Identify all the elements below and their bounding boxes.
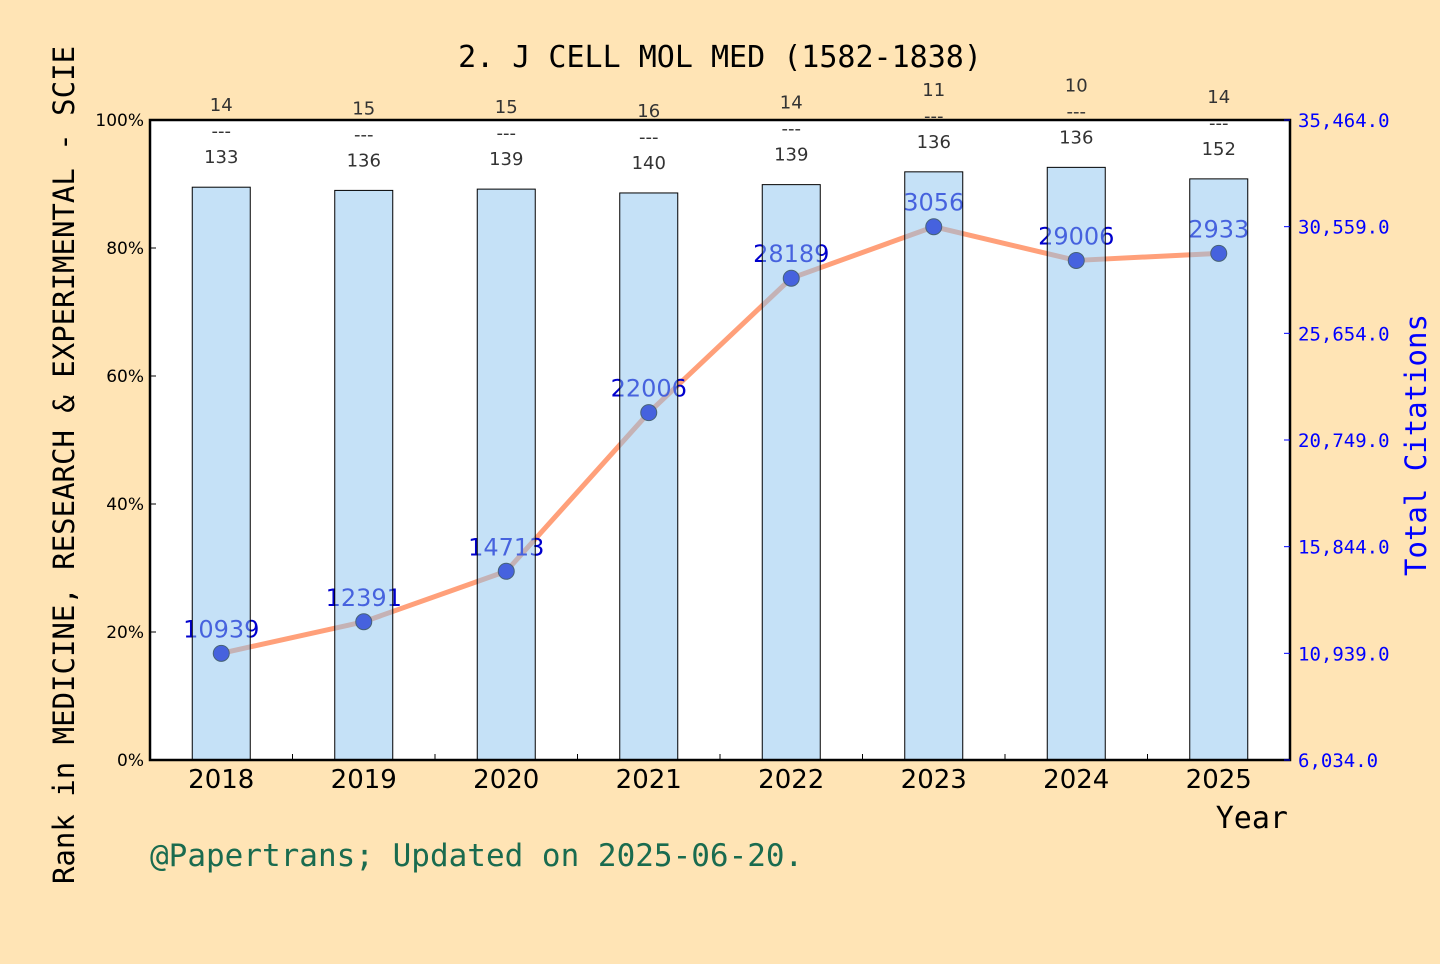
rank-numerator: 10 xyxy=(1065,75,1088,96)
plot-area xyxy=(150,120,1290,760)
left-tick-label: 0% xyxy=(117,751,144,771)
rank-denominator: 152 xyxy=(1202,139,1236,160)
right-axis-label: Total Citations xyxy=(1399,314,1433,576)
rank-fraction-bar: --- xyxy=(354,124,374,145)
x-tick-label: 2020 xyxy=(473,765,539,795)
footer-credit: @Papertrans; Updated on 2025-06-20. xyxy=(150,838,803,874)
rank-numerator: 14 xyxy=(1207,87,1230,108)
rank-denominator: 136 xyxy=(1059,127,1093,148)
left-tick-label: 20% xyxy=(106,623,144,643)
rank-numerator: 14 xyxy=(780,93,803,114)
right-tick-label: 25,654.0 xyxy=(1298,323,1390,345)
x-tick-label: 2022 xyxy=(758,765,824,795)
chart-title: 2. J CELL MOL MED (1582-1838) xyxy=(458,40,982,75)
rank-fraction-bar: --- xyxy=(924,106,944,127)
rank-fraction-bar: --- xyxy=(1067,101,1087,122)
x-tick-label: 2018 xyxy=(188,765,254,795)
rank-numerator: 15 xyxy=(495,97,518,118)
rank-numerator: 11 xyxy=(922,80,945,101)
x-tick-label: 2024 xyxy=(1043,765,1109,795)
rank-numerator: 14 xyxy=(210,95,233,116)
rank-fraction-bar: --- xyxy=(212,121,232,142)
rank-bar xyxy=(191,186,251,761)
rank-numerator: 15 xyxy=(352,98,375,119)
right-tick-label: 20,749.0 xyxy=(1298,430,1390,452)
rank-bar xyxy=(619,192,679,761)
rank-denominator: 139 xyxy=(489,149,523,170)
rank-denominator: 139 xyxy=(774,145,808,166)
rank-fraction-bar: --- xyxy=(497,123,517,144)
rank-bar xyxy=(761,184,821,761)
rank-bar xyxy=(476,188,536,761)
rank-bar xyxy=(334,189,394,761)
x-tick-label: 2021 xyxy=(616,765,682,795)
rank-denominator: 136 xyxy=(917,132,951,153)
rank-bar xyxy=(904,171,964,761)
x-tick-label: 2025 xyxy=(1186,765,1252,795)
right-tick-label: 35,464.0 xyxy=(1298,110,1390,132)
rank-fraction-bar: --- xyxy=(639,127,659,148)
right-tick-label: 15,844.0 xyxy=(1298,537,1390,559)
rank-bar xyxy=(1046,166,1106,761)
rank-fraction-bar: --- xyxy=(1209,113,1229,134)
rank-denominator: 136 xyxy=(347,150,381,171)
left-tick-label: 80% xyxy=(106,239,144,259)
x-axis-label: Year xyxy=(1216,801,1288,836)
right-tick-label: 10,939.0 xyxy=(1298,643,1390,665)
x-tick-label: 2023 xyxy=(901,765,967,795)
left-axis-label: Rank in MEDICINE, RESEARCH & EXPERIMENTA… xyxy=(47,46,81,884)
left-tick-label: 40% xyxy=(106,495,144,515)
left-tick-label: 100% xyxy=(95,111,144,131)
rank-denominator: 140 xyxy=(632,153,666,174)
x-tick-label: 2019 xyxy=(331,765,397,795)
left-tick-label: 60% xyxy=(106,367,144,387)
rank-bar xyxy=(1189,178,1249,761)
rank-numerator: 16 xyxy=(637,101,660,122)
right-tick-label: 30,559.0 xyxy=(1298,217,1390,239)
rank-fraction-bar: --- xyxy=(782,119,802,140)
right-tick-label: 6,034.0 xyxy=(1298,750,1378,772)
rank-denominator: 133 xyxy=(204,147,238,168)
